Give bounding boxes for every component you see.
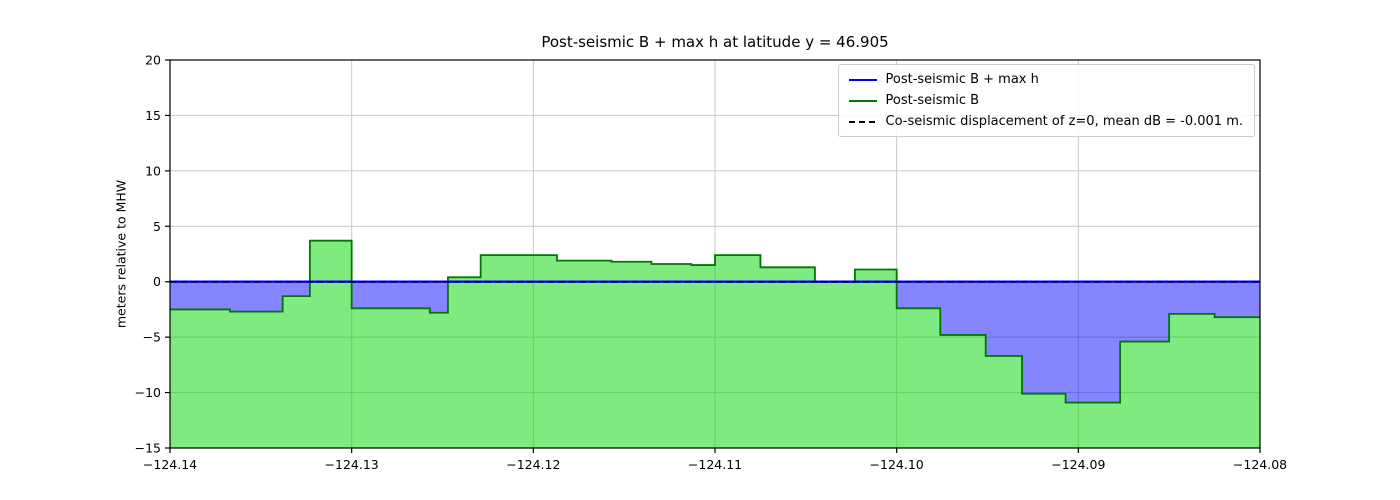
x-tick-label: −124.13 [325,457,379,472]
y-tick-label: −10 [135,385,161,400]
legend-label: Co-seismic displacement of z=0, mean dB … [885,114,1244,129]
x-tick-label: −124.09 [1051,457,1105,472]
y-tick-label: 0 [153,274,161,289]
y-tick-label: −15 [135,441,161,456]
y-axis-label: meters relative to MHW [113,179,129,329]
y-tick-label: 20 [145,53,161,68]
water-depth-fill [351,281,448,313]
x-tick-label: −124.14 [143,457,197,472]
y-tick-label: 10 [145,163,161,178]
legend-entry-coseismic: Co-seismic displacement of z=0, mean dB … [848,114,1244,129]
y-tick-label: 15 [145,108,161,123]
x-tick-label: −124.11 [688,457,742,472]
x-tick-label: −124.12 [506,457,560,472]
legend-dashed-line-swatch [848,120,877,123]
legend-label: Post-seismic B + max h [885,72,1039,87]
legend-blue-line-swatch [848,78,877,81]
x-tick-label: −124.08 [1233,457,1287,472]
post-seismic-b-fill [170,240,1260,448]
water-depth-fill [896,281,1260,403]
water-depth-fill [170,281,310,312]
y-tick-label: 5 [153,219,161,234]
chart-title: Post-seismic B + max h at latitude y = 4… [541,33,889,51]
legend: Post-seismic B + max h Post-seismic B Co… [837,64,1255,137]
post-seismic-b-line [170,239,1260,404]
x-tick-label: −124.10 [870,457,924,472]
legend-green-line-swatch [848,99,877,102]
y-tick-label: −5 [143,330,161,345]
legend-entry-b: Post-seismic B [848,93,1244,108]
legend-label: Post-seismic B [885,93,980,108]
legend-entry-b-plus-maxh: Post-seismic B + max h [848,72,1244,87]
